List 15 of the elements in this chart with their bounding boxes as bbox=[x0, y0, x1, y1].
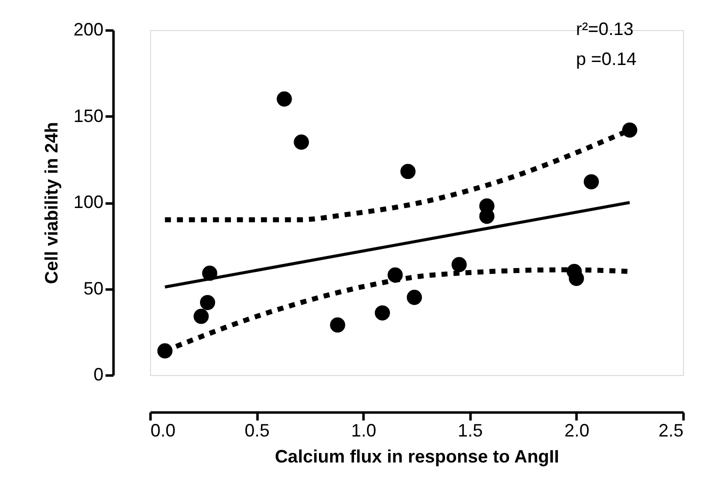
y-tick-label: 50 bbox=[83, 278, 104, 298]
annotation: r²=0.13 bbox=[576, 19, 634, 39]
annotation: p =0.14 bbox=[576, 49, 637, 69]
y-tick-label: 100 bbox=[73, 192, 104, 212]
x-axis-title: Calcium flux in response to AngII bbox=[274, 446, 560, 466]
y-tick-label: 200 bbox=[73, 20, 104, 40]
x-tick-label: 0.0 bbox=[150, 420, 176, 440]
x-tick-label: 2.5 bbox=[658, 420, 684, 440]
x-tick-label: 1.0 bbox=[351, 420, 376, 440]
y-tick-label: 150 bbox=[73, 106, 104, 126]
x-tick-label: 0.5 bbox=[244, 420, 270, 440]
x-tick-label: 1.5 bbox=[458, 420, 483, 440]
y-axis-title: Cell viability in 24h bbox=[41, 122, 62, 284]
x-tick-label: 2.0 bbox=[564, 420, 590, 440]
y-tick-label: 0 bbox=[93, 364, 104, 384]
